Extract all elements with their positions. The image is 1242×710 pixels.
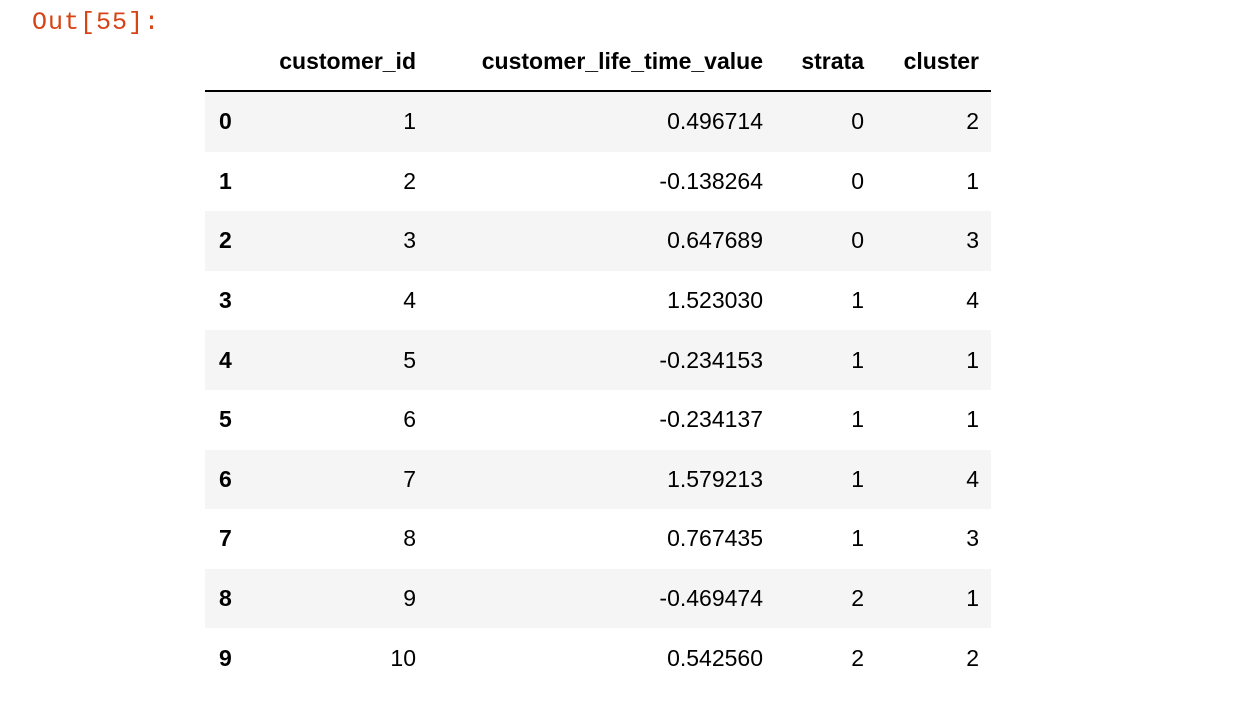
table-cell: 0.542560 xyxy=(667,644,763,671)
table-cell: 1 xyxy=(851,465,864,492)
row-index: 2 xyxy=(219,227,232,254)
row-index: 6 xyxy=(219,465,232,492)
table-cell: -0.234153 xyxy=(659,346,763,373)
table-row: 6 7 1.579213 1 4 xyxy=(205,449,991,510)
table-cell: 1 xyxy=(851,346,864,373)
table-cell: 4 xyxy=(403,287,416,314)
table-cell: 0.647689 xyxy=(667,227,763,254)
table-body: 0 1 0.496714 0 2 1 2 -0.138264 0 1 2 3 0.647689 0 3 3 4 1… xyxy=(205,91,991,688)
table-cell: 4 xyxy=(966,287,979,314)
table-cell: 1 xyxy=(966,346,979,373)
table-cell: 0.496714 xyxy=(667,108,763,135)
table-cell: 7 xyxy=(403,465,416,492)
dataframe-table: customer_id customer_life_time_value strat… xyxy=(205,32,991,688)
table-cell: 1 xyxy=(403,108,416,135)
output-prompt: Out[55]: xyxy=(32,8,161,37)
table-cell: 1.523030 xyxy=(667,287,763,314)
table-cell: 0 xyxy=(851,167,864,194)
table-row: 8 9 -0.469474 2 1 xyxy=(205,568,991,629)
table-cell: 2 xyxy=(966,108,979,135)
column-header: customer_life_time_value xyxy=(428,32,775,92)
table-cell: 3 xyxy=(403,227,416,254)
table-row: 7 8 0.767435 1 3 xyxy=(205,509,991,569)
row-index: 1 xyxy=(219,167,232,194)
table-cell: 2 xyxy=(403,167,416,194)
table-row: 3 4 1.523030 1 4 xyxy=(205,271,991,331)
table-cell: 2 xyxy=(966,644,979,671)
table-cell: 1 xyxy=(966,167,979,194)
row-index: 8 xyxy=(219,585,232,612)
table-cell: 10 xyxy=(390,644,416,671)
table-row: 9 10 0.542560 2 2 xyxy=(205,628,991,688)
row-index: 4 xyxy=(219,346,232,373)
table-cell: -0.138264 xyxy=(659,167,763,194)
table-cell: 3 xyxy=(966,525,979,552)
table-row: 4 5 -0.234153 1 1 xyxy=(205,330,991,390)
table-cell: -0.234137 xyxy=(659,406,763,433)
table-cell: 2 xyxy=(851,585,864,612)
header-row: customer_id customer_life_time_value strat… xyxy=(205,32,991,92)
table-row: 2 3 0.647689 0 3 xyxy=(205,211,991,271)
table-cell: 5 xyxy=(403,346,416,373)
column-header: cluster xyxy=(876,32,991,92)
row-index: 9 xyxy=(219,644,232,671)
table-cell: 0 xyxy=(851,227,864,254)
table-cell: 1 xyxy=(851,525,864,552)
table-cell: 8 xyxy=(403,525,416,552)
row-index: 5 xyxy=(219,406,232,433)
column-header: strata xyxy=(775,32,876,92)
table-cell: 6 xyxy=(403,406,416,433)
table-cell: 1 xyxy=(851,287,864,314)
table-row: 0 1 0.496714 0 2 xyxy=(205,91,991,152)
table-cell: 3 xyxy=(966,227,979,254)
column-header: customer_id xyxy=(245,32,428,92)
table-cell: -0.469474 xyxy=(659,585,763,612)
table-cell: 2 xyxy=(851,644,864,671)
table-cell: 9 xyxy=(403,585,416,612)
table-cell: 1.579213 xyxy=(667,465,763,492)
table-row: 1 2 -0.138264 0 1 xyxy=(205,152,991,212)
table-cell: 0 xyxy=(851,108,864,135)
row-index: 0 xyxy=(219,108,232,135)
table-cell: 4 xyxy=(966,465,979,492)
table-cell: 1 xyxy=(966,406,979,433)
table-cell: 1 xyxy=(966,585,979,612)
row-index: 3 xyxy=(219,287,232,314)
table-cell: 0.767435 xyxy=(667,525,763,552)
index-header xyxy=(205,32,245,92)
table-row: 5 6 -0.234137 1 1 xyxy=(205,390,991,450)
row-index: 7 xyxy=(219,525,232,552)
table-cell: 1 xyxy=(851,406,864,433)
